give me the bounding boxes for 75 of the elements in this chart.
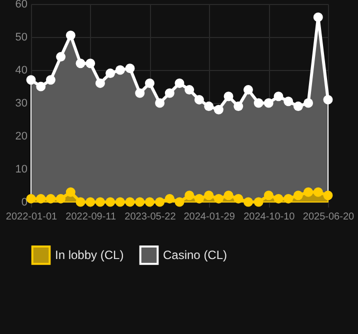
point	[144, 78, 154, 88]
point	[264, 190, 274, 200]
point	[204, 102, 214, 112]
point	[106, 197, 116, 207]
point	[46, 75, 56, 85]
y-tick-label: 0	[21, 196, 28, 208]
point	[304, 98, 314, 108]
point	[66, 187, 76, 197]
point	[243, 197, 253, 207]
point	[125, 64, 135, 74]
point	[304, 187, 314, 197]
point	[313, 187, 323, 197]
point	[224, 190, 234, 200]
x-tick-label: 2022-01-01	[6, 212, 58, 222]
point	[184, 85, 194, 95]
y-tick-label: 50	[15, 32, 28, 44]
point	[36, 82, 46, 92]
point	[46, 194, 56, 204]
point	[243, 85, 253, 95]
point	[115, 197, 125, 207]
point	[234, 194, 244, 204]
point	[174, 197, 184, 207]
point	[56, 52, 66, 62]
point	[254, 98, 264, 108]
x-tick-label: 2024-10-10	[244, 212, 296, 222]
point	[164, 88, 174, 98]
point	[224, 92, 234, 102]
point	[76, 197, 86, 207]
point	[66, 30, 76, 40]
point	[214, 194, 224, 204]
point	[155, 98, 165, 108]
point	[274, 194, 284, 204]
point	[164, 194, 174, 204]
legend-label: Casino (CL)	[163, 248, 228, 262]
point	[293, 190, 303, 200]
y-tick-label: 60	[15, 0, 28, 10]
point	[155, 197, 165, 207]
point	[36, 194, 46, 204]
point	[26, 75, 36, 85]
point	[76, 58, 86, 68]
point	[254, 197, 264, 207]
point	[194, 194, 204, 204]
point	[234, 102, 244, 112]
point	[323, 94, 333, 104]
x-tick-label: 2022-09-11	[66, 212, 116, 222]
y-tick-label: 30	[15, 98, 28, 110]
x-tick-label: 2024-01-29	[184, 212, 236, 222]
point	[174, 78, 184, 88]
y-tick-label: 40	[15, 64, 28, 76]
point	[26, 194, 36, 204]
point	[135, 197, 145, 207]
point	[264, 98, 274, 108]
legend-label: In lobby (CL)	[55, 248, 124, 262]
x-tick-label: 2023-05-22	[124, 212, 176, 222]
point	[204, 190, 214, 200]
y-tick-label: 10	[15, 164, 28, 176]
point	[184, 190, 194, 200]
point	[106, 68, 116, 78]
point	[214, 104, 224, 114]
point	[313, 12, 323, 22]
point	[293, 102, 303, 112]
point	[125, 197, 135, 207]
point	[115, 65, 125, 75]
point	[56, 194, 66, 204]
point	[274, 92, 284, 102]
point	[194, 94, 204, 104]
point	[86, 58, 96, 68]
point	[95, 78, 105, 88]
x-tick-label: 2025-06-20	[302, 212, 355, 222]
point	[95, 197, 105, 207]
point	[284, 194, 294, 204]
point	[135, 88, 145, 98]
y-tick-label: 20	[15, 130, 28, 142]
point	[284, 96, 294, 106]
point	[323, 190, 333, 200]
